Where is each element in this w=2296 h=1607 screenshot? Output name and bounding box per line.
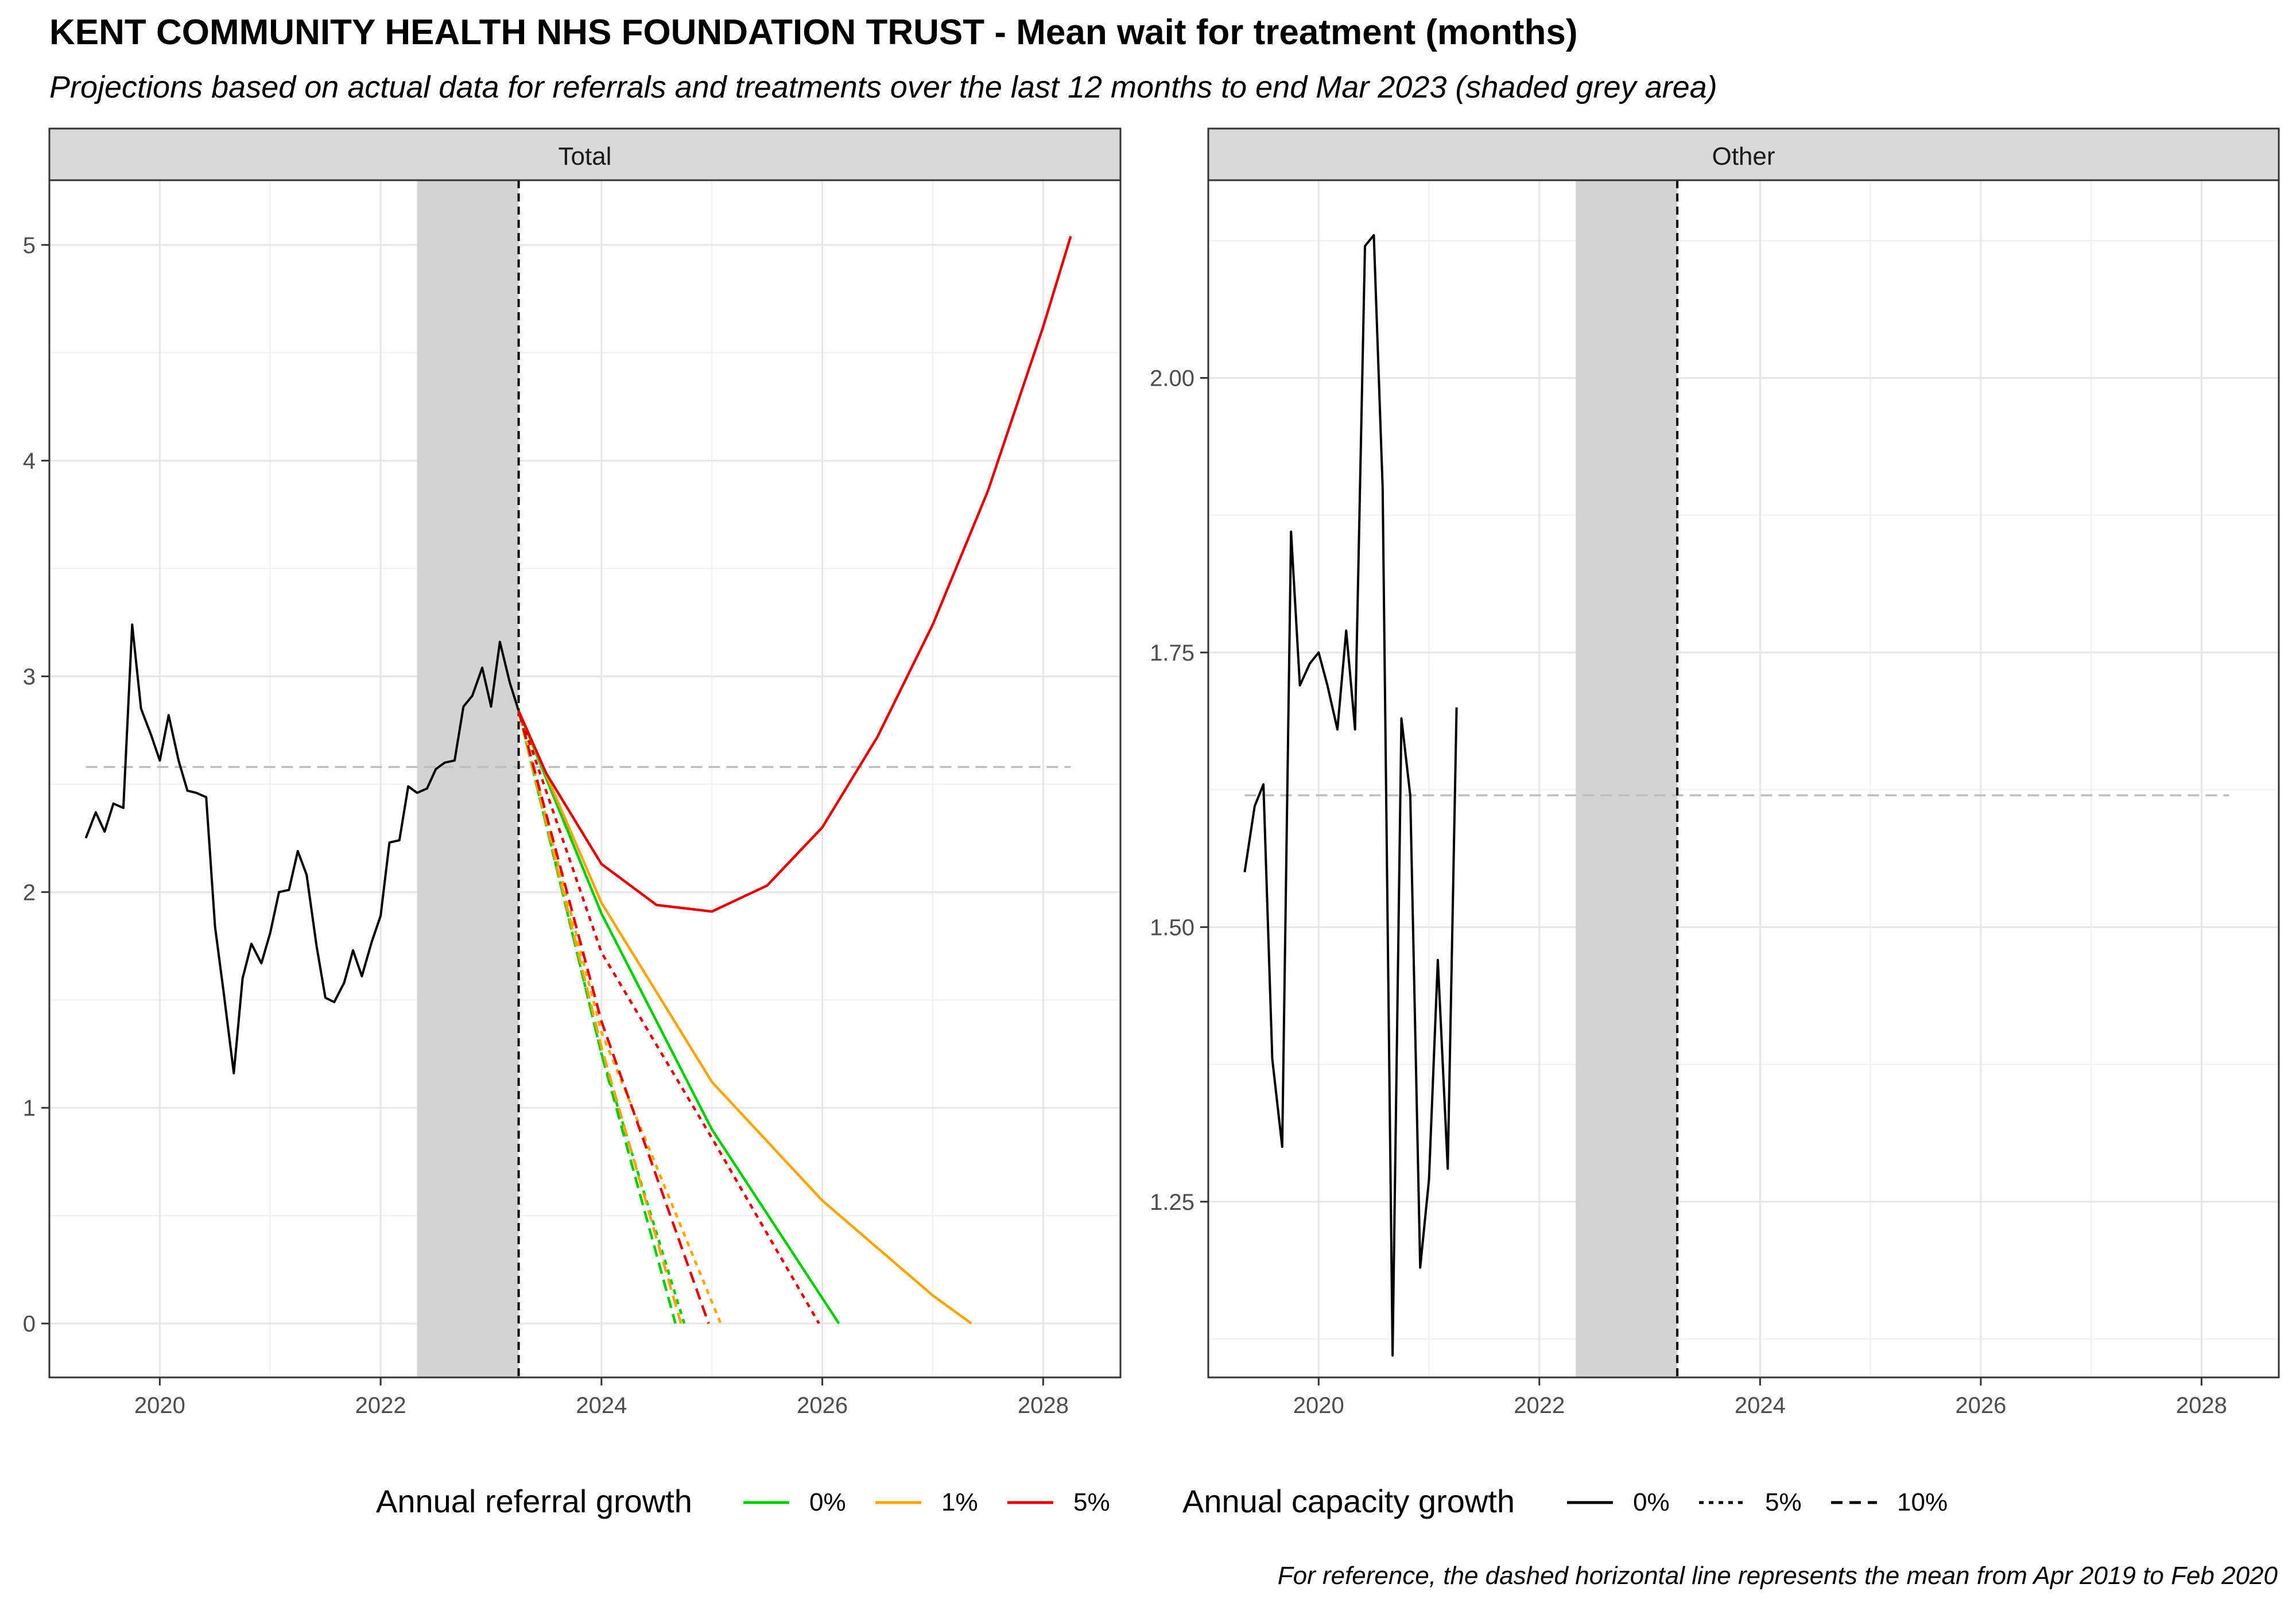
other-actual-line xyxy=(1243,234,1458,1357)
total-panel-border xyxy=(48,179,1122,1379)
other-y-tick-label: 2.00 xyxy=(1150,366,1194,391)
legend-capacity: Annual capacity growth 0% 5% 10% xyxy=(1182,1483,1948,1519)
other-y-tick-label: 1.25 xyxy=(1150,1190,1194,1215)
total-actual-line xyxy=(84,623,520,1074)
other-y-tick-label: 1.75 xyxy=(1150,641,1194,666)
chart-title: KENT COMMUNITY HEALTH NHS FOUNDATION TRU… xyxy=(49,13,1578,52)
other-x-tick-label: 2026 xyxy=(1955,1393,2006,1418)
legend-referral-title: Annual referral growth xyxy=(376,1483,692,1519)
legend-item-1pct-referral: 1% xyxy=(941,1488,978,1516)
total-x-tick-label: 2020 xyxy=(134,1393,185,1418)
caption: For reference, the dashed horizontal lin… xyxy=(1278,1562,2278,1590)
total-y-tick-label: 0 xyxy=(23,1311,36,1337)
chart-subtitle: Projections based on actual data for ref… xyxy=(49,70,1717,104)
total-projection-ref1pct-cap0pct xyxy=(517,710,972,1325)
other-x-tick-label: 2024 xyxy=(1735,1393,1786,1418)
total-projection-ref1pct-cap5pct xyxy=(517,711,722,1324)
total-y-tick-label: 1 xyxy=(23,1096,36,1121)
other-strip xyxy=(1207,127,2280,181)
legend-item-5pct-referral: 5% xyxy=(1073,1488,1110,1516)
other-shaded-region xyxy=(1576,180,1678,1377)
total-projection-ref1pct-cap10pct xyxy=(517,711,682,1324)
total-x-tick-label: 2028 xyxy=(1018,1393,1069,1418)
legend-item-0pct-capacity: 0% xyxy=(1633,1488,1670,1516)
total-projection-ref0pct-cap0pct xyxy=(517,710,840,1325)
total-x-tick-label: 2024 xyxy=(576,1393,627,1418)
other-x-tick-label: 2020 xyxy=(1293,1393,1344,1418)
total-y-tick-label: 2 xyxy=(23,880,36,905)
total-x-tick-label: 2022 xyxy=(355,1393,406,1418)
other-y-tick-label: 1.50 xyxy=(1150,915,1194,940)
total-y-tick-label: 4 xyxy=(23,449,36,474)
panel-total: Total 2020 2022 2024 2026 2028 0 1 2 3 4 5 xyxy=(23,127,1122,1418)
total-strip-label: Total xyxy=(559,142,612,170)
legend-item-0pct-referral: 0% xyxy=(809,1488,846,1516)
legend-capacity-title: Annual capacity growth xyxy=(1182,1483,1515,1519)
other-x-tick-label: 2022 xyxy=(1514,1393,1565,1418)
total-projection-ref5pct-cap0pct xyxy=(517,236,1072,913)
total-x-tick-label: 2026 xyxy=(797,1393,848,1418)
total-projection-ref5pct-cap10pct xyxy=(517,711,710,1324)
total-strip xyxy=(48,127,1122,181)
total-shaded-region xyxy=(417,180,519,1377)
legend-referral: Annual referral growth 0% 1% 5% xyxy=(376,1483,1110,1519)
total-y-tick-label: 3 xyxy=(23,664,36,689)
legend-item-10pct-capacity: 10% xyxy=(1897,1488,1948,1516)
panel-other: Other 2020 2022 2024 2026 2028 1.25 1.50 1.75 2.0… xyxy=(1150,127,2280,1418)
other-strip-label: Other xyxy=(1712,142,1775,170)
total-projection-ref5pct-cap5pct xyxy=(517,710,820,1325)
total-y-tick-label: 5 xyxy=(23,233,36,258)
legend-item-5pct-capacity: 5% xyxy=(1765,1488,1802,1516)
other-x-tick-label: 2028 xyxy=(2176,1393,2227,1418)
other-panel-border xyxy=(1207,179,2280,1379)
